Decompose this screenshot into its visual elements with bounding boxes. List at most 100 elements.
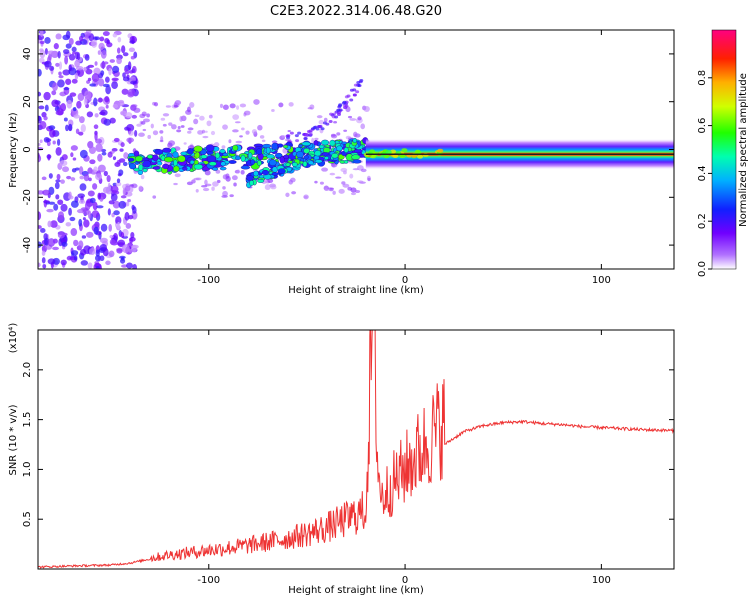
spectrogram-axes: -100 0 100 -40 -20 0 20 40 [22, 30, 674, 286]
noise-blob [109, 234, 114, 239]
upper-branch-blob [303, 137, 308, 141]
noise-blob [96, 205, 104, 209]
lower-branch-blob [307, 160, 314, 165]
scatter-blob [347, 115, 353, 119]
noise-blob [91, 73, 100, 83]
noise-blob [86, 111, 94, 118]
noise-blob [105, 85, 111, 95]
noise-blob [42, 264, 47, 269]
noise-blob [94, 61, 98, 66]
noise-blob [47, 258, 56, 265]
scatter-blob [234, 121, 241, 124]
noise-blob [57, 211, 65, 220]
noise-blob [91, 210, 100, 218]
noise-blob [127, 88, 136, 97]
snr-y-axis-label: SNR (10 * v/v) [8, 404, 19, 475]
scatter-blob [330, 133, 336, 137]
snr-scale-label: (x10⁴) [8, 323, 19, 354]
noise-blob [63, 87, 70, 91]
band-blob [127, 157, 135, 162]
noise-blob [47, 154, 51, 161]
noise-blob [57, 199, 64, 205]
noise-blob [72, 106, 77, 112]
noise-blob [55, 33, 62, 40]
noise-blob [109, 239, 116, 245]
noise-blob [101, 151, 107, 156]
noise-blob [62, 166, 70, 173]
noise-blob [83, 173, 90, 182]
band-blob [186, 148, 194, 155]
scatter-blob [221, 145, 226, 149]
lower-branch-blob [324, 156, 329, 160]
upper-branch-blob [355, 90, 360, 94]
noise-blob [131, 244, 138, 253]
scatter-blob [232, 114, 240, 120]
noise-blob [44, 37, 51, 44]
y-tick-label: 0 [22, 146, 33, 152]
scatter-blob [201, 129, 206, 134]
lower-branch-blob [261, 169, 270, 176]
noise-blob [80, 260, 89, 266]
lower-branch-blob [285, 162, 291, 167]
scatter-blob [318, 119, 324, 125]
noise-blob [84, 201, 91, 211]
noise-blob [38, 68, 42, 77]
scatter-blob [357, 116, 362, 121]
noise-blob [103, 118, 112, 126]
noise-blob [119, 110, 127, 116]
noise-blob [120, 142, 125, 148]
scatter-blob [367, 177, 371, 182]
noise-blob [122, 161, 128, 167]
noise-blob [38, 115, 42, 124]
noise-blob [129, 237, 133, 244]
upper-branch-blob [344, 104, 349, 108]
noise-blob [109, 59, 115, 63]
lower-branch-blob [277, 168, 286, 174]
band-blob [247, 152, 253, 160]
noise-blob [71, 46, 77, 53]
upper-branch-blob [346, 94, 351, 98]
band-blob [268, 159, 277, 166]
noise-blob [105, 260, 111, 266]
noise-blob [43, 116, 48, 121]
scatter-blob [130, 104, 138, 108]
noise-blob [111, 65, 120, 74]
scatter-blob [363, 106, 370, 113]
band-blob [250, 159, 255, 165]
signal-blob [401, 148, 408, 153]
band-blob [212, 167, 219, 171]
noise-blob [84, 90, 92, 100]
noise-blob [60, 259, 67, 266]
noise-blob [38, 262, 41, 268]
noise-blob [79, 175, 85, 180]
snr-y-tick-label: 1.5 [22, 412, 33, 428]
scatter-blob [329, 172, 336, 176]
colorbar-tick-label: 0.8 [697, 70, 708, 86]
noise-blob [68, 191, 72, 199]
colorbar-ticks: 0.0 0.2 0.4 0.6 0.8 [697, 70, 712, 277]
upper-branch-blob [336, 113, 341, 117]
scatter-blob [340, 167, 348, 173]
scatter-blob [138, 185, 143, 191]
noise-blob [85, 231, 94, 238]
noise-blob [123, 152, 129, 159]
scatter-blob [187, 106, 191, 113]
noise-blob [44, 60, 52, 68]
scatter-blob [146, 113, 150, 118]
noise-blob [113, 210, 120, 216]
scatter-blob [360, 123, 366, 130]
lower-branch-blob [352, 137, 358, 144]
scatter-blob [287, 130, 291, 133]
band-blob [279, 156, 285, 164]
scatter-blob [332, 190, 336, 195]
band-blob [313, 140, 319, 146]
upper-branch-blob [294, 134, 299, 138]
scatter-blob [213, 142, 220, 147]
noise-blob [130, 231, 135, 239]
noise-blob [125, 112, 133, 119]
noise-blob [105, 76, 110, 83]
noise-blob [48, 201, 56, 205]
scatter-blob [231, 175, 238, 181]
band-blob [200, 154, 208, 159]
upper-branch-blob [352, 93, 357, 97]
